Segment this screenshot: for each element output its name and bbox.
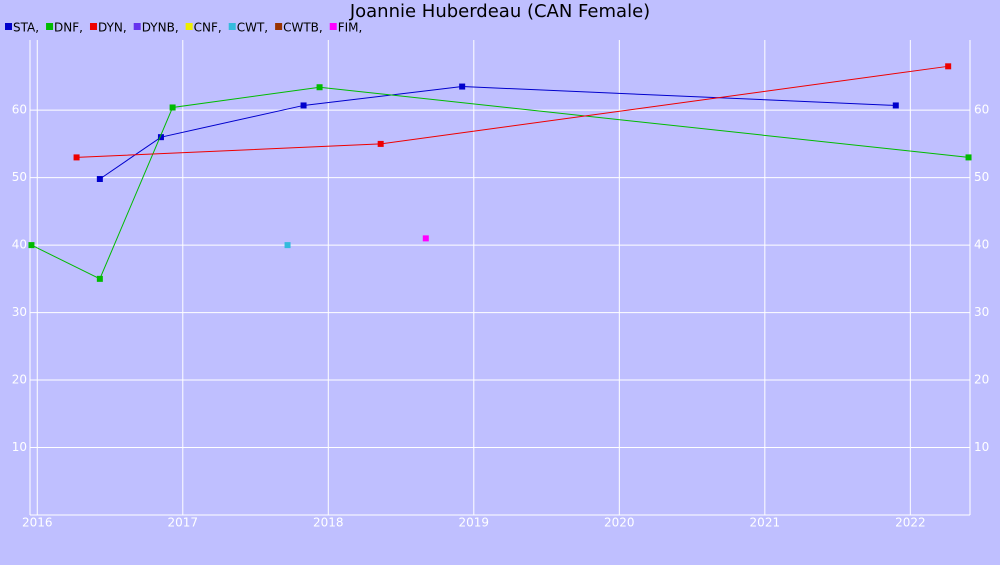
legend-swatch xyxy=(185,23,193,30)
x-tick-label: 2020 xyxy=(604,516,635,530)
y-tick-label: 10 xyxy=(12,440,27,454)
legend-text: DYNB, xyxy=(142,21,179,35)
data-point xyxy=(73,154,80,161)
legend-swatch xyxy=(89,23,97,30)
y-tick-label: 50 xyxy=(12,170,27,184)
data-point xyxy=(157,134,164,141)
x-tick-label: 2021 xyxy=(750,516,781,530)
x-tick-label: 2022 xyxy=(895,516,926,530)
legend-text: CNF, xyxy=(194,21,222,35)
legend-swatch xyxy=(46,23,54,30)
series-line xyxy=(99,86,896,180)
data-point xyxy=(316,84,323,91)
data-point xyxy=(300,102,307,109)
data-point xyxy=(945,63,952,70)
y2-tick-label: 20 xyxy=(974,373,989,387)
legend-text: CWT, xyxy=(237,21,268,35)
chart-title: Joannie Huberdeau (CAN Female) xyxy=(349,1,650,22)
series-line xyxy=(31,86,969,280)
data-point xyxy=(284,242,291,249)
data-point xyxy=(459,83,466,90)
y-tick-label: 40 xyxy=(12,238,27,252)
legend-text: STA, xyxy=(13,21,39,35)
x-tick-label: 2019 xyxy=(459,516,490,530)
data-point xyxy=(28,242,35,249)
y-tick-label: 30 xyxy=(12,305,27,319)
y2-tick-label: 10 xyxy=(974,440,989,454)
y2-tick-label: 60 xyxy=(974,103,989,117)
data-point xyxy=(169,104,176,111)
legend-swatch xyxy=(275,23,283,30)
y-tick-label: 20 xyxy=(12,373,27,387)
legend-swatch xyxy=(329,23,337,30)
x-tick-label: 2018 xyxy=(313,516,344,530)
data-point xyxy=(377,140,384,147)
legend-text: CWTB, xyxy=(283,21,323,35)
y2-tick-label: 40 xyxy=(974,238,989,252)
data-point xyxy=(96,275,103,282)
legend-text: FIM, xyxy=(338,21,363,35)
legend-text: DNF, xyxy=(54,21,83,35)
y2-tick-label: 50 xyxy=(974,170,989,184)
legend-text: DYN, xyxy=(98,21,127,35)
legend-swatch xyxy=(228,23,236,30)
y-tick-label: 60 xyxy=(12,103,27,117)
legend-swatch xyxy=(133,23,141,30)
data-point xyxy=(892,102,899,109)
data-point xyxy=(965,154,972,161)
data-point xyxy=(422,235,429,242)
y2-tick-label: 30 xyxy=(974,305,989,319)
data-point xyxy=(96,175,103,182)
legend-swatch xyxy=(5,23,12,30)
x-tick-label: 2016 xyxy=(22,516,53,530)
series-line xyxy=(76,65,949,158)
x-tick-label: 2017 xyxy=(168,516,199,530)
